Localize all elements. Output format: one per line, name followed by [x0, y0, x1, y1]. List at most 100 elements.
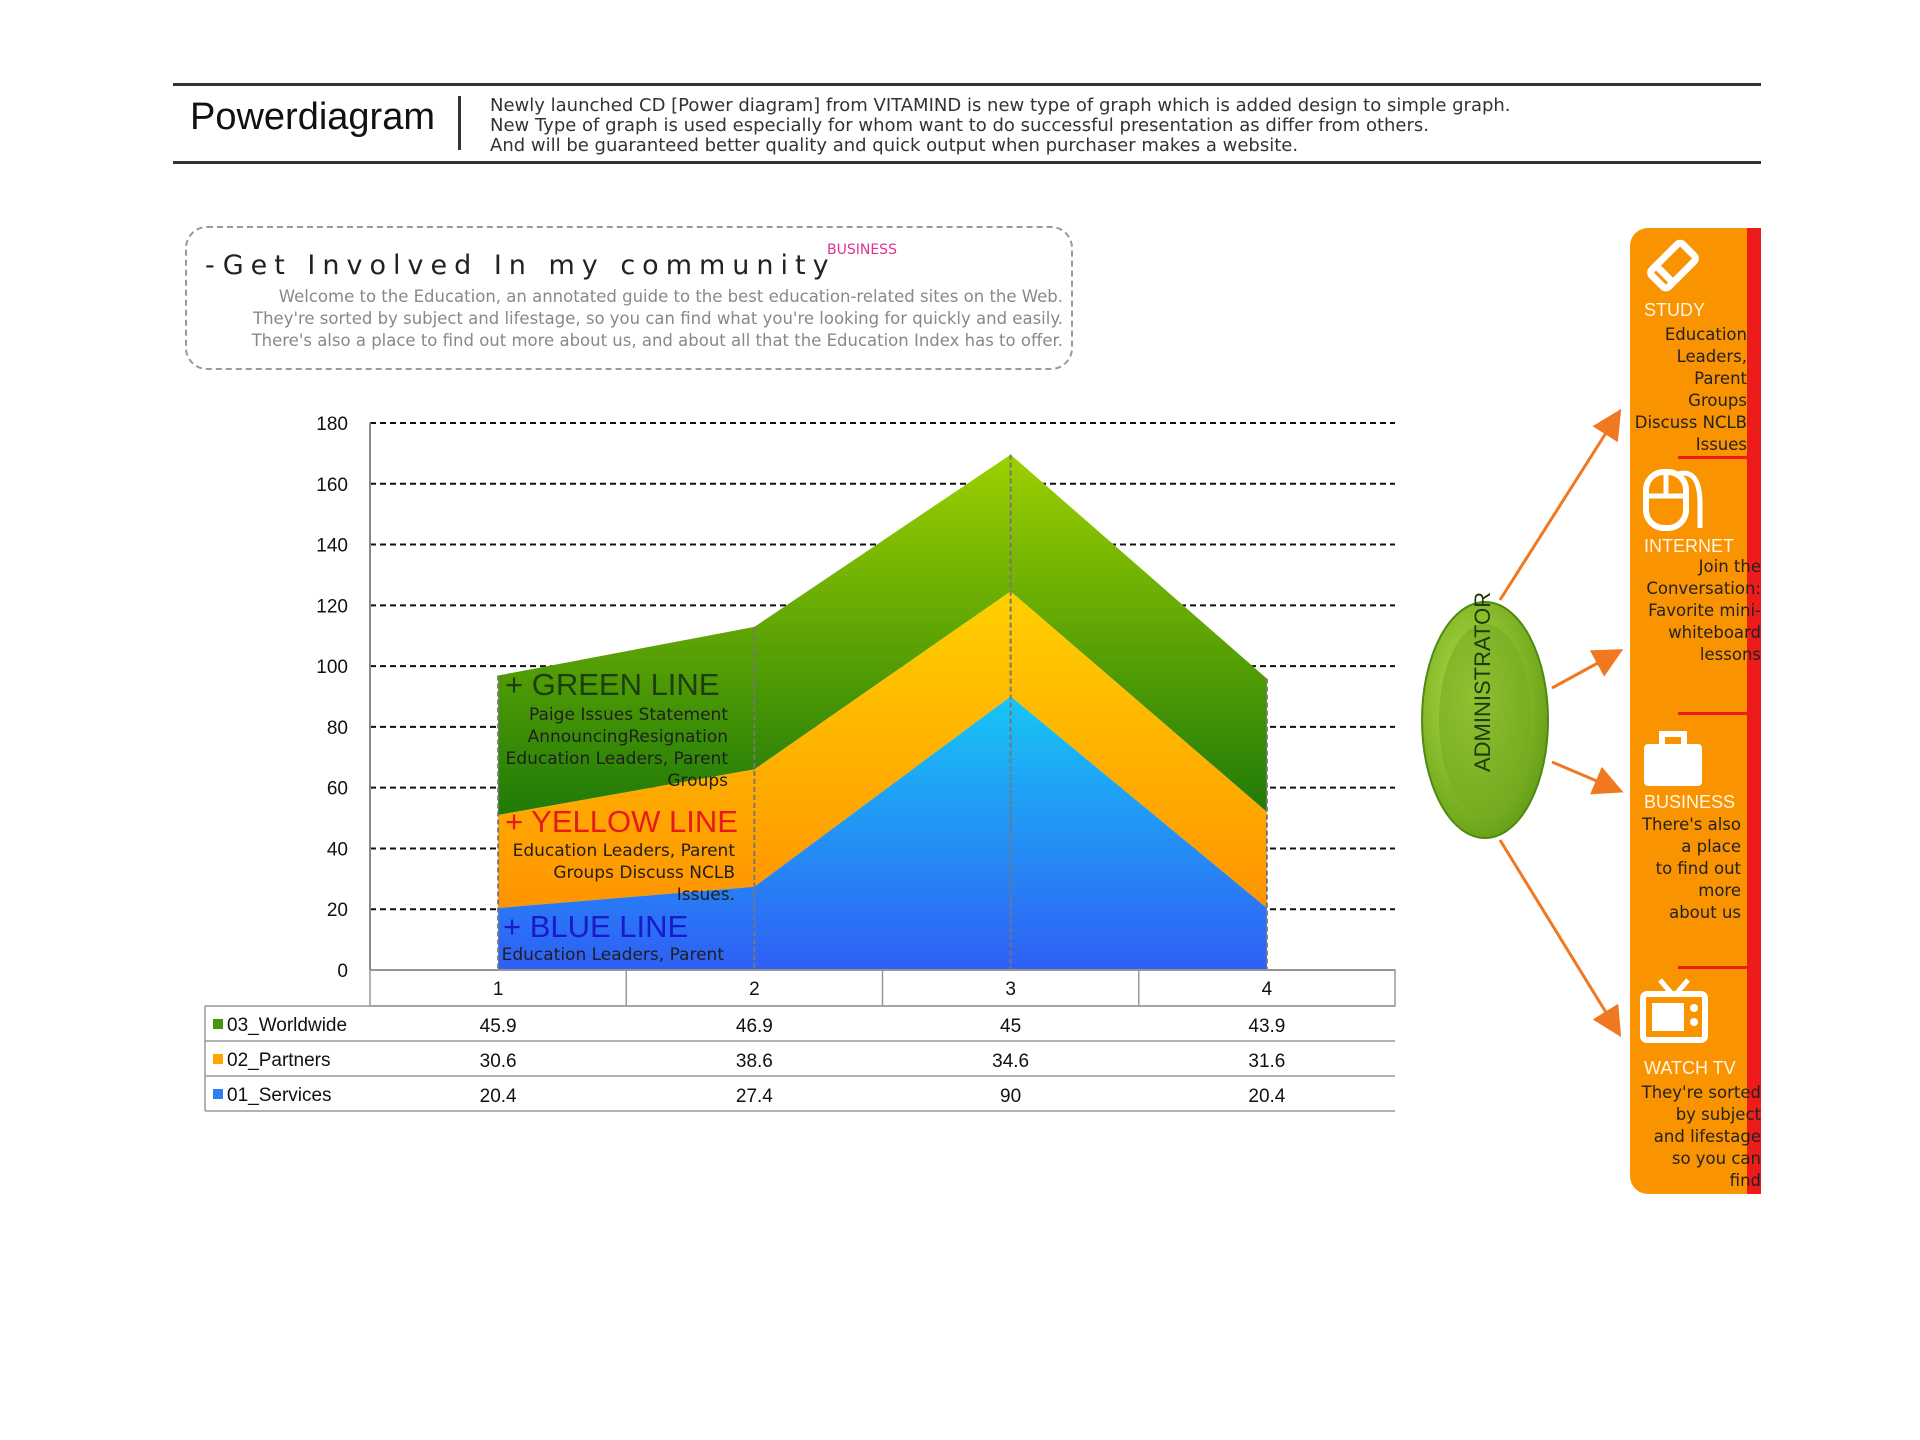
annotation-title: + GREEN LINE: [505, 667, 720, 702]
panel-line: Favorite mini-: [1648, 601, 1761, 620]
panel-text: Education Leaders, Parent Groups Discuss…: [1630, 324, 1747, 456]
administrator-label: ADMINISTRATOR: [1470, 591, 1495, 772]
table-cell: 45.9: [480, 1016, 517, 1037]
panel-red-bar: [1747, 228, 1761, 1194]
legend-swatch: [213, 1054, 223, 1064]
intro-tag: BUSINESS: [827, 242, 897, 258]
stacked-area-chart: 0 20 40 60 80 100 120 140 160 180 1 2 3 4 03_Worldwid…: [204, 414, 1396, 1112]
intro-text: Welcome to the Education, an annotated g…: [252, 286, 1063, 352]
tv-icon: [1640, 978, 1708, 1043]
panel-line: lessons: [1699, 645, 1761, 664]
panel-line: Discuss NCLB: [1634, 413, 1747, 432]
panel-line: more: [1698, 881, 1741, 900]
panel-line: to find out: [1655, 859, 1741, 878]
header-top-rule: [173, 83, 1761, 86]
panel-caption: BUSINESS: [1644, 792, 1736, 812]
annotation-line: Paige Issues Statement: [529, 705, 728, 725]
table-cell: 38.6: [736, 1051, 773, 1072]
y-tick-label: 40: [327, 839, 348, 860]
annotation-line: Groups: [667, 771, 728, 791]
panel-text: They're sorted by subject and lifestage …: [1630, 1082, 1761, 1192]
y-tick-label: 60: [327, 779, 348, 800]
x-tick-label: 2: [749, 979, 760, 1000]
panel-line: Education: [1664, 325, 1747, 344]
x-tick-label: 4: [1262, 979, 1273, 1000]
header-divider: [458, 96, 461, 150]
panel-line: whiteboard: [1668, 623, 1761, 642]
category-panel: STUDY Education Leaders, Parent Groups D…: [1630, 228, 1761, 1194]
y-tick-label: 140: [316, 536, 348, 557]
legend-swatch: [213, 1019, 223, 1029]
y-tick-label: 180: [316, 414, 348, 435]
y-tick-label: 100: [316, 657, 348, 678]
table-cell: 27.4: [736, 1086, 773, 1107]
panel-line: and lifestage: [1653, 1127, 1761, 1146]
panel-line: Conversation:: [1646, 579, 1761, 598]
table-cell: 30.6: [480, 1051, 517, 1072]
legend-label: 01_Services: [227, 1085, 332, 1106]
annotation-line: Issues.: [677, 885, 735, 905]
briefcase-icon: [1644, 731, 1702, 786]
arrow-study: [1498, 408, 1622, 601]
area-03-worldwide: [498, 454, 1267, 816]
annotation-line: Groups Discuss NCLB: [553, 863, 735, 883]
panel-line: Leaders,: [1676, 347, 1747, 366]
area-01-services: [498, 696, 1267, 970]
annotations: + GREEN LINE Paige Issues StatementAnnoun…: [502, 667, 738, 965]
arrow-internet: [1551, 649, 1624, 690]
table-cell: 20.4: [1248, 1086, 1285, 1107]
header-description: Newly launched CD [Power diagram] from V…: [490, 96, 1511, 156]
administrator-node: [1421, 601, 1549, 839]
intro-title: -Get Involved In my community: [205, 250, 836, 281]
y-tick-label: 120: [316, 596, 348, 617]
mouse-icon: [1643, 469, 1703, 531]
panel-line: Parent: [1694, 369, 1747, 388]
annotation-line: Education Leaders, Parent: [506, 749, 729, 769]
panel-line: There's also: [1641, 815, 1741, 834]
header-bottom-rule: [173, 161, 1761, 164]
panel-caption: WATCH TV: [1644, 1058, 1736, 1078]
panel-caption: INTERNET: [1644, 536, 1734, 556]
annotation-line: AnnouncingResignation: [528, 727, 728, 747]
panel-line: find: [1729, 1171, 1761, 1190]
brand-title: Powerdiagram: [190, 96, 435, 138]
area-layer: [497, 454, 1268, 970]
intro-line: Welcome to the Education, an annotated g…: [278, 287, 1063, 306]
area-02-partners: [498, 591, 1267, 909]
annotation-line: Education Leaders, Parent: [502, 945, 725, 965]
panel-text: There's also a place to find out more ab…: [1630, 814, 1741, 924]
panel-line: Join the: [1698, 557, 1761, 576]
description-line: New Type of graph is used especially for…: [490, 115, 1430, 136]
panel-divider: [1678, 456, 1761, 459]
description-line: Newly launched CD [Power diagram] from V…: [490, 95, 1511, 116]
y-tick-label: 0: [337, 961, 348, 982]
table-cell: 20.4: [480, 1086, 517, 1107]
panel-line: Issues: [1695, 435, 1747, 454]
panel-caption: STUDY: [1644, 300, 1706, 320]
legend-label: 03_Worldwide: [227, 1015, 347, 1036]
panel-line: about us: [1669, 903, 1741, 922]
table-cell: 46.9: [736, 1016, 773, 1037]
description-line: And will be guaranteed better quality an…: [490, 135, 1299, 156]
panel-line: Groups: [1688, 391, 1747, 410]
panel-text: Join the Conversation: Favorite mini- wh…: [1630, 556, 1761, 666]
panel-line: a place: [1681, 837, 1741, 856]
annotation-line: Education Leaders, Parent: [513, 841, 736, 861]
table-cell: 34.6: [992, 1051, 1029, 1072]
x-tick-label: 3: [1005, 979, 1016, 1000]
panel-divider: [1678, 712, 1761, 715]
arrow-watch-tv: [1498, 839, 1622, 1038]
table-cell: 45: [1000, 1016, 1021, 1037]
legend-label: 02_Partners: [227, 1050, 331, 1071]
y-tick-label: 80: [327, 718, 348, 739]
arrow-business: [1551, 760, 1624, 795]
panel-line: so you can: [1671, 1149, 1761, 1168]
annotation-title: + YELLOW LINE: [505, 804, 738, 839]
intro-line: There's also a place to find out more ab…: [251, 331, 1063, 350]
table-cell: 90: [1000, 1086, 1021, 1107]
data-table: 1 2 3 4 03_Worldwide 45.9 46.9 45 43.9 02_Partner…: [204, 969, 1396, 1112]
intro-box: -Get Involved In my community BUSINESS W…: [185, 226, 1073, 370]
table-cell: 31.6: [1248, 1051, 1285, 1072]
legend-swatch: [213, 1089, 223, 1099]
annotation-title: + BLUE LINE: [503, 909, 688, 944]
